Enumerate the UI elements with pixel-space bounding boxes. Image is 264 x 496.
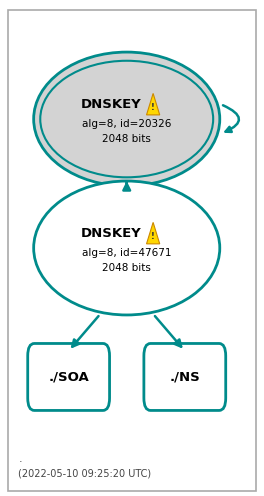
Text: !: ! [151, 232, 155, 241]
Ellipse shape [40, 61, 213, 178]
Text: !: ! [151, 103, 155, 112]
FancyArrowPatch shape [223, 105, 239, 132]
Text: DNSKEY: DNSKEY [81, 98, 141, 111]
FancyBboxPatch shape [28, 343, 110, 411]
Ellipse shape [34, 181, 220, 315]
FancyBboxPatch shape [144, 343, 226, 411]
Text: 2048 bits: 2048 bits [102, 263, 151, 273]
FancyArrowPatch shape [155, 316, 181, 347]
FancyArrowPatch shape [123, 183, 130, 190]
FancyArrowPatch shape [72, 316, 98, 347]
Text: alg=8, id=20326: alg=8, id=20326 [82, 119, 171, 129]
Text: 2048 bits: 2048 bits [102, 134, 151, 144]
Text: .: . [18, 454, 22, 464]
Polygon shape [147, 93, 160, 115]
Text: DNSKEY: DNSKEY [81, 227, 141, 240]
Text: (2022-05-10 09:25:20 UTC): (2022-05-10 09:25:20 UTC) [18, 469, 152, 479]
Text: ./SOA: ./SOA [48, 371, 89, 383]
Polygon shape [147, 222, 160, 244]
Text: ./NS: ./NS [169, 371, 200, 383]
Ellipse shape [34, 52, 220, 186]
Text: alg=8, id=47671: alg=8, id=47671 [82, 248, 172, 258]
